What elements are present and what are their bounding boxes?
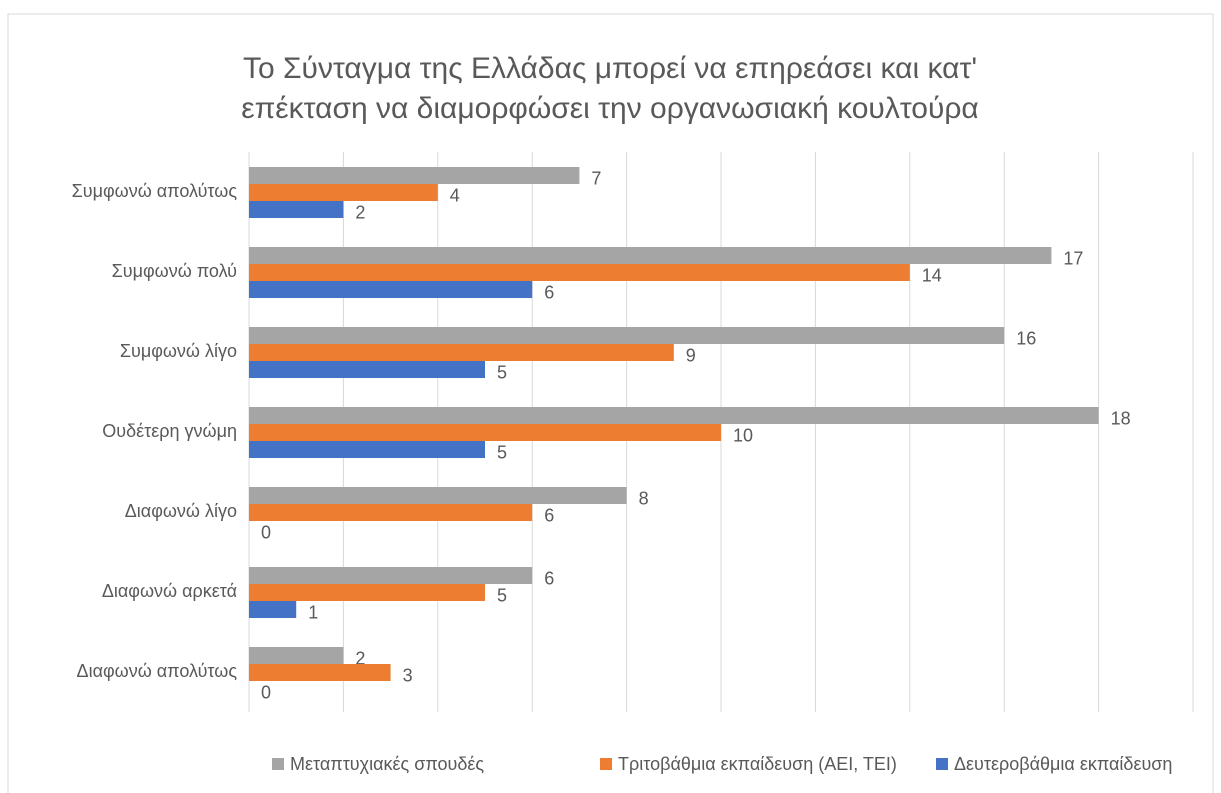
data-label: 5 [497,362,507,382]
data-label: 5 [497,585,507,605]
data-label: 14 [922,265,942,285]
bar [249,441,485,458]
data-label: 2 [355,202,365,222]
data-label: 2 [355,648,365,668]
chart-title: επέκταση να διαμορφώσει την οργανωσιακή … [241,92,979,125]
bar [249,407,1099,424]
bar [249,184,438,201]
y-tick-label: Ουδέτερη γνώμη [102,421,237,441]
bar [249,567,533,584]
bar [249,281,533,298]
y-tick-label: Διαφωνώ απολύτως [77,661,238,681]
data-label: 0 [261,522,271,542]
data-label: 9 [686,345,696,365]
data-label: 8 [639,488,649,508]
bar [249,647,344,664]
y-tick-label: Συμφωνώ λίγο [120,341,237,361]
bar [249,167,580,184]
legend-label: Τριτοβάθμια εκπαίδευση (ΑΕΙ, ΤΕΙ) [618,754,897,774]
legend-label: Δευτεροβάθμια εκπαίδευση [954,754,1172,774]
bar [249,601,297,618]
data-label: 7 [591,168,601,188]
data-label: 16 [1016,328,1036,348]
chart-border [7,13,1214,793]
chart-title: Το Σύνταγμα της Ελλάδας μπορεί να επηρεά… [243,52,977,85]
bar [249,247,1052,264]
y-tick-label: Συμφωνώ απολύτως [72,181,238,201]
bar [249,424,721,441]
y-tick-label: Συμφωνώ πολύ [112,261,237,281]
data-label: 6 [544,568,554,588]
bar [249,584,485,601]
data-label: 6 [544,282,554,302]
data-label: 10 [733,425,753,445]
bar [249,264,910,281]
y-tick-label: Διαφωνώ λίγο [125,501,237,521]
bar [249,344,674,361]
data-label: 3 [403,665,413,685]
bar [249,504,533,521]
bar [249,201,344,218]
data-label: 6 [544,505,554,525]
data-label: 1 [308,602,318,622]
bar [249,487,627,504]
bar [249,327,1005,344]
legend-swatch [272,758,284,770]
bar [249,664,391,681]
bar [249,361,485,378]
data-label: 0 [261,682,271,702]
data-label: 4 [450,185,460,205]
legend-swatch [936,758,948,770]
legend-swatch [600,758,612,770]
y-tick-label: Διαφωνώ αρκετά [102,581,237,601]
data-label: 17 [1063,248,1083,268]
legend-label: Μεταπτυχιακές σπουδές [290,754,484,774]
data-label: 5 [497,442,507,462]
data-label: 18 [1111,408,1131,428]
